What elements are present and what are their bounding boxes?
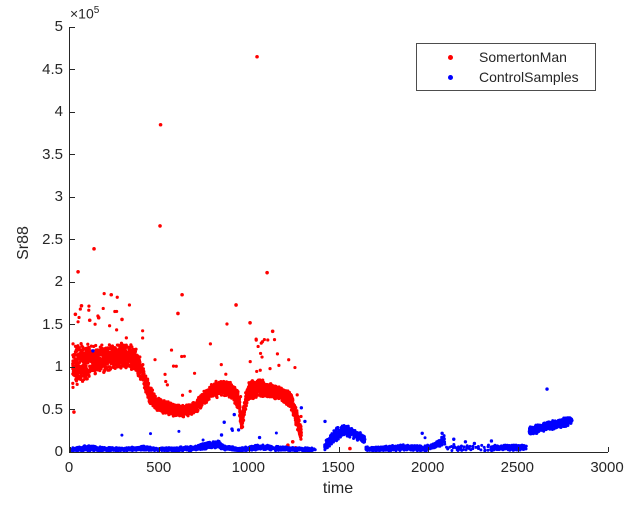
y-tick-mark-5 <box>70 26 75 28</box>
y-tick-mark-4 <box>70 111 75 113</box>
y-tick-label-0: 0 <box>54 443 63 460</box>
y-tick-label-2: 2 <box>54 273 63 290</box>
y-tick-mark-4.5 <box>70 69 75 70</box>
x-tick-label-0: 0 <box>64 459 74 476</box>
x-tick-label-500: 500 <box>146 459 172 476</box>
y-tick-label-5: 5 <box>54 18 63 35</box>
y-tick-mark-3 <box>70 196 75 198</box>
x-tick-mark-500 <box>159 447 161 452</box>
y-tick-label-1: 1 <box>54 358 63 375</box>
x-tick-mark-1500 <box>338 447 340 452</box>
y-tick-mark-2.5 <box>70 239 75 240</box>
y-tick-mark-1.5 <box>70 324 75 325</box>
legend: SomertonMan ControlSamples <box>416 43 596 91</box>
y-tick-mark-2 <box>70 281 75 283</box>
y-tick-label-4.5: 4.5 <box>42 60 63 78</box>
y-tick-mark-0.5 <box>70 409 75 410</box>
plot-area <box>69 26 609 453</box>
x-tick-label-2000: 2000 <box>410 459 445 476</box>
x-tick-mark-0 <box>69 447 71 452</box>
x-tick-label-2500: 2500 <box>500 459 535 476</box>
y-tick-label-4: 4 <box>54 103 63 120</box>
x-axis-label: time <box>322 480 354 497</box>
x-tick-mark-2500 <box>517 447 519 452</box>
legend-entry-controlsamples: ControlSamples <box>417 67 595 87</box>
y-tick-mark-0 <box>70 451 75 453</box>
y-tick-label-3: 3 <box>54 188 63 205</box>
y-tick-mark-3.5 <box>70 154 75 155</box>
legend-entry-somertonman: SomertonMan <box>417 47 595 67</box>
y-tick-label-0.5: 0.5 <box>42 400 63 418</box>
x-tick-label-1500: 1500 <box>321 459 355 476</box>
y-tick-label-2.5: 2.5 <box>42 230 63 248</box>
y-axis-multiplier: ×105 <box>70 5 99 22</box>
legend-label: ControlSamples <box>479 69 579 85</box>
x-tick-mark-1000 <box>248 447 250 452</box>
y-tick-mark-1 <box>70 366 75 368</box>
x-tick-label-1000: 1000 <box>231 459 266 476</box>
scatter-points-canvas <box>70 27 608 452</box>
legend-marker-icon <box>448 74 453 80</box>
x-tick-mark-2000 <box>428 447 430 452</box>
y-axis-multiplier-exponent: 5 <box>93 5 100 16</box>
y-tick-label-1.5: 1.5 <box>42 315 63 333</box>
x-tick-mark-3000 <box>607 447 609 452</box>
x-tick-label-3000: 3000 <box>590 459 624 476</box>
legend-label: SomertonMan <box>479 49 567 65</box>
y-tick-label-3.5: 3.5 <box>42 145 63 163</box>
legend-marker-icon <box>448 54 453 60</box>
y-axis-multiplier-base: ×10 <box>70 5 94 22</box>
